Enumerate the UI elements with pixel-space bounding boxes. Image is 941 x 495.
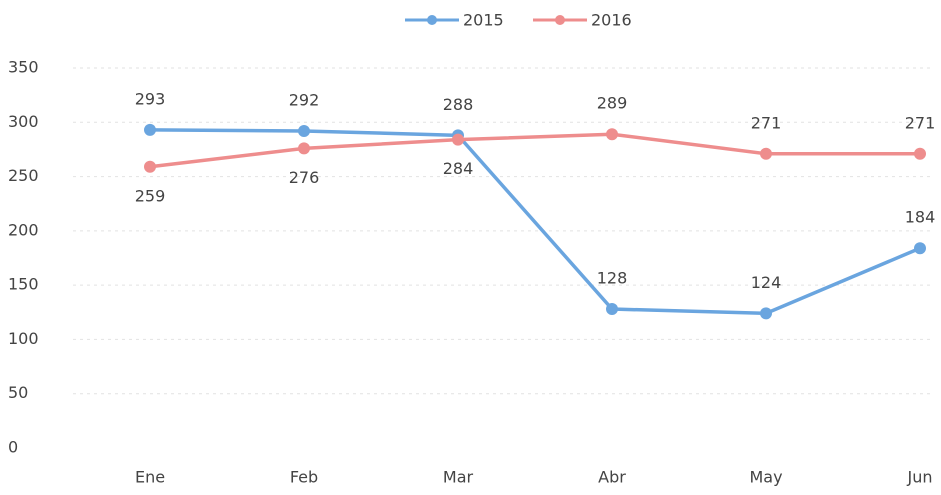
data-point <box>760 307 772 320</box>
data-point <box>606 303 618 316</box>
data-point <box>760 147 772 160</box>
legend-label: 2016 <box>591 11 632 30</box>
data-point <box>144 160 156 173</box>
x-tick-label: Mar <box>443 468 474 487</box>
data-label: 184 <box>905 208 936 227</box>
data-point <box>298 142 310 155</box>
data-label: 124 <box>751 273 782 292</box>
y-tick-label: 100 <box>8 329 39 348</box>
data-label: 288 <box>443 95 474 114</box>
data-label: 284 <box>443 159 474 178</box>
data-label: 271 <box>751 113 782 132</box>
data-point <box>606 128 618 141</box>
data-label: 276 <box>289 168 320 187</box>
data-label: 128 <box>597 269 628 288</box>
x-tick-label: Abr <box>598 468 626 487</box>
data-point <box>914 147 926 160</box>
data-label: 289 <box>597 94 628 113</box>
y-tick-label: 0 <box>8 438 18 457</box>
legend-label: 2015 <box>463 11 504 30</box>
y-tick-label: 250 <box>8 166 39 185</box>
series-line <box>149 132 920 169</box>
x-tick-label: Jun <box>907 468 933 487</box>
data-label: 271 <box>905 113 936 132</box>
data-point <box>298 124 310 137</box>
data-point <box>914 242 926 255</box>
data-label: 259 <box>135 186 166 205</box>
y-tick-label: 50 <box>8 383 28 402</box>
x-tick-label: Ene <box>135 468 165 487</box>
y-tick-label: 150 <box>8 275 39 294</box>
legend-marker <box>427 15 437 25</box>
legend-marker <box>555 15 565 25</box>
y-tick-label: 300 <box>8 112 39 131</box>
x-tick-label: May <box>749 468 782 487</box>
y-tick-label: 350 <box>8 58 39 77</box>
data-point <box>144 123 156 136</box>
data-label: 293 <box>135 89 166 108</box>
x-tick-label: Feb <box>290 468 318 487</box>
data-label: 292 <box>289 90 320 109</box>
y-tick-label: 200 <box>8 220 39 239</box>
data-point <box>452 133 464 146</box>
series-line <box>149 128 921 316</box>
